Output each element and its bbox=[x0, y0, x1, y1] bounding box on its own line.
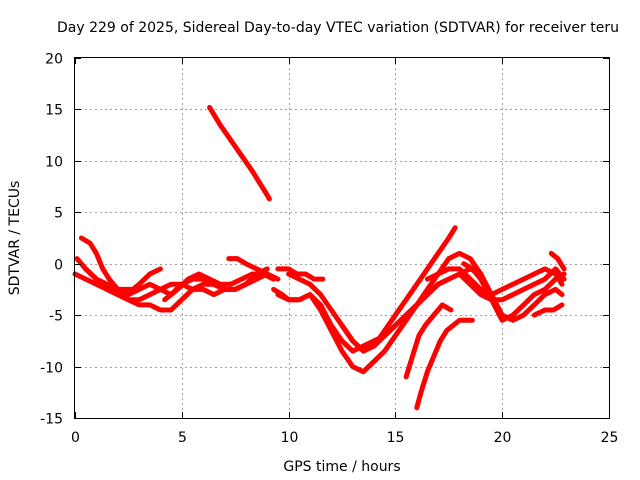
plot-frame bbox=[74, 57, 610, 419]
series-line-track-13 bbox=[403, 302, 454, 380]
series-line-track-14 bbox=[414, 317, 475, 411]
series-line-track-15 bbox=[424, 266, 565, 298]
x-tick-label: 10 bbox=[281, 430, 299, 446]
x-tick-label: 0 bbox=[71, 430, 80, 446]
x-tick-label: 25 bbox=[601, 430, 619, 446]
series-line-track-7 bbox=[226, 256, 281, 282]
chart-title: Day 229 of 2025, Sidereal Day-to-day VTE… bbox=[57, 20, 619, 36]
series-line-track-12 bbox=[339, 266, 484, 354]
x-tick-label: 5 bbox=[178, 430, 187, 446]
y-tick-label: -15 bbox=[40, 412, 63, 428]
y-tick-label: -5 bbox=[49, 309, 63, 325]
series-line-track-20 bbox=[548, 250, 567, 272]
series-layer bbox=[72, 104, 567, 411]
y-tick-label: 15 bbox=[45, 103, 63, 119]
series-line-track-6 bbox=[207, 104, 272, 202]
series-line-track-19 bbox=[531, 302, 565, 318]
y-tick-label: 10 bbox=[45, 155, 63, 171]
y-tick-label: 0 bbox=[54, 258, 63, 274]
y-tick-label: 5 bbox=[54, 206, 63, 222]
y-tick-label: 20 bbox=[45, 52, 63, 68]
x-tick-label: 20 bbox=[494, 430, 512, 446]
y-axis-label: SDTVAR / TECUs bbox=[7, 181, 23, 296]
series-line-track-4 bbox=[83, 266, 270, 303]
series-line-track-5 bbox=[162, 271, 277, 303]
series-line-track-18 bbox=[461, 261, 567, 323]
x-axis-label: GPS time / hours bbox=[283, 459, 400, 475]
x-tick-label: 15 bbox=[387, 430, 405, 446]
tick-layer: 0 5 10 15 20 25 -15 -10 -5 0 5 10 15 20 bbox=[40, 52, 618, 447]
series-line-track-17 bbox=[457, 266, 567, 303]
y-tick-label: -10 bbox=[40, 361, 63, 377]
series-line-track-11 bbox=[275, 266, 326, 282]
grid-layer bbox=[75, 58, 609, 418]
series-line-track-3 bbox=[78, 235, 163, 292]
